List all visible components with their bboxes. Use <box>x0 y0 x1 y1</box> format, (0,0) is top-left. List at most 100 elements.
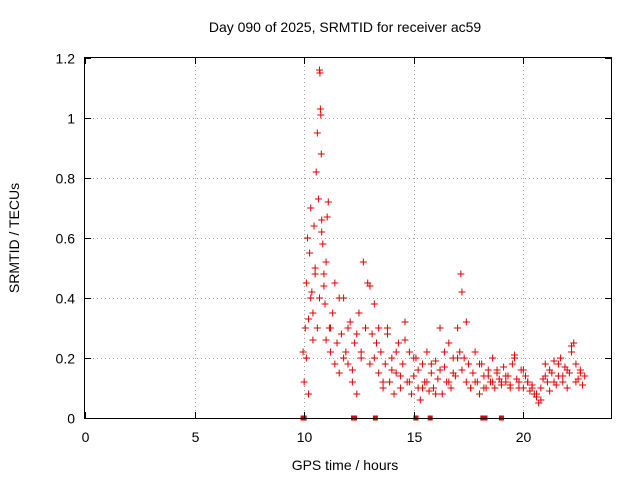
data-point <box>342 348 350 356</box>
data-point <box>305 390 313 398</box>
data-point <box>454 354 462 362</box>
data-point <box>432 357 440 365</box>
data-point <box>419 360 427 368</box>
data-point <box>457 270 465 278</box>
data-point <box>476 390 483 398</box>
data-point <box>308 288 316 296</box>
data-point <box>537 396 545 404</box>
data-point <box>423 348 431 356</box>
data-point <box>506 381 514 389</box>
data-point <box>299 348 307 356</box>
data-point <box>309 309 317 317</box>
data-point <box>319 240 327 248</box>
data-point <box>370 354 378 362</box>
x-tick-label: 5 <box>192 429 200 445</box>
data-point <box>550 357 558 365</box>
data-point <box>511 354 519 362</box>
x-tick-label: 20 <box>516 429 532 445</box>
data-point <box>397 372 405 380</box>
data-point <box>375 324 383 332</box>
data-point <box>301 324 309 332</box>
data-point <box>532 390 540 398</box>
data-point <box>429 384 437 392</box>
data-point <box>370 300 378 308</box>
data-points <box>299 66 589 407</box>
data-point <box>392 348 400 356</box>
x-tick-label: 15 <box>407 429 423 445</box>
data-point <box>346 318 354 326</box>
data-point <box>366 282 374 290</box>
data-point <box>353 390 361 398</box>
data-point <box>427 360 435 368</box>
data-point <box>372 339 380 347</box>
data-point <box>333 339 341 347</box>
data-point <box>377 348 385 356</box>
data-point <box>438 390 446 398</box>
data-point <box>324 198 332 206</box>
data-point <box>344 324 352 332</box>
data-point <box>519 366 527 374</box>
data-point <box>381 360 389 368</box>
data-point <box>316 294 324 302</box>
data-point <box>311 264 319 272</box>
data-point <box>379 384 387 392</box>
data-point <box>321 300 329 308</box>
y-axis-label: SRMTID / TECUs <box>6 183 22 293</box>
data-point <box>303 234 311 242</box>
data-point <box>541 372 549 380</box>
data-point <box>493 366 501 374</box>
data-point <box>318 228 326 236</box>
data-point <box>357 348 365 356</box>
data-point <box>383 324 391 332</box>
data-point <box>559 372 567 380</box>
data-point <box>445 339 453 347</box>
data-point <box>419 384 427 392</box>
data-point <box>302 279 310 287</box>
data-point <box>355 309 363 317</box>
data-point <box>563 384 571 392</box>
data-point <box>462 378 470 386</box>
y-tick-label: 0 <box>67 411 75 427</box>
chart-title: Day 090 of 2025, SRMTID for receiver ac5… <box>209 19 482 35</box>
data-point <box>465 360 473 368</box>
data-point <box>497 378 505 386</box>
data-point <box>306 249 314 257</box>
data-point <box>408 390 416 398</box>
data-point <box>458 288 466 296</box>
data-point <box>399 360 407 368</box>
data-point <box>476 360 483 368</box>
data-point <box>416 396 424 404</box>
data-point <box>348 378 356 386</box>
y-tick-label: 1.2 <box>56 51 76 67</box>
data-point <box>471 378 479 386</box>
data-point <box>337 330 345 338</box>
data-point <box>469 369 477 377</box>
data-point <box>312 168 320 176</box>
data-point <box>388 354 396 362</box>
data-point <box>480 384 488 392</box>
data-point <box>484 372 492 380</box>
data-point <box>305 315 313 323</box>
data-point <box>320 282 328 290</box>
data-point <box>401 336 409 344</box>
data-point <box>388 366 396 374</box>
x-tick-label: 10 <box>297 429 313 445</box>
data-point <box>311 270 319 278</box>
data-point <box>351 339 359 347</box>
data-point <box>394 339 402 347</box>
data-point <box>322 336 330 344</box>
data-point <box>344 360 352 368</box>
y-tick-label: 0.4 <box>56 291 76 307</box>
data-point <box>563 366 571 374</box>
data-point <box>576 369 584 377</box>
data-point <box>447 384 455 392</box>
data-point <box>557 354 565 362</box>
data-point <box>386 378 394 386</box>
data-point <box>313 129 321 137</box>
data-point <box>515 384 523 392</box>
data-point <box>423 378 431 386</box>
data-point <box>537 384 545 392</box>
data-point <box>502 372 510 380</box>
data-point <box>440 348 448 356</box>
data-point <box>414 366 422 374</box>
